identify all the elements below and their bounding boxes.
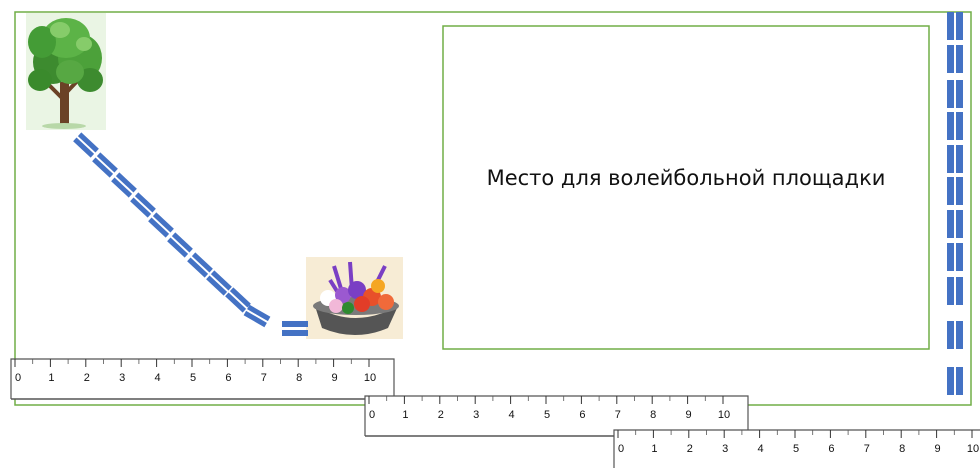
- ruler-tick-label: 3: [119, 372, 125, 384]
- paving-stone: [130, 192, 156, 218]
- paving-stone: [947, 12, 963, 40]
- paving-path: [73, 12, 963, 395]
- ruler-tick-label: 1: [651, 443, 657, 455]
- ruler-tick-label: 6: [579, 409, 585, 421]
- paving-stone: [225, 287, 251, 313]
- ruler-tick-label: 4: [758, 443, 764, 455]
- ruler-tick-label: 0: [369, 409, 375, 421]
- paving-stone: [947, 321, 963, 349]
- ruler-tick-label: 5: [190, 372, 196, 384]
- ruler-tick-label: 8: [296, 372, 302, 384]
- paving-stone: [206, 270, 232, 296]
- ruler-1: 0 1 2 3 4 5 6 7 8 9 10: [10, 358, 395, 400]
- paving-stone: [947, 210, 963, 238]
- ruler-tick-label: 10: [364, 372, 376, 384]
- paving-stone: [947, 243, 963, 271]
- volleyball-court-area: [442, 25, 930, 350]
- paving-stone: [243, 304, 271, 328]
- court-label: Место для волейбольной площадки: [487, 166, 886, 190]
- ruler-tick-label: 3: [473, 409, 479, 421]
- ruler-3: 0 1 2 3 4 5 6 7 8 9 10: [613, 429, 980, 468]
- tree-icon: [26, 13, 106, 130]
- paving-stone: [947, 145, 963, 173]
- ruler-tick-label: 10: [967, 443, 979, 455]
- ruler-tick-label: 10: [718, 409, 730, 421]
- ruler-tick-label: 0: [15, 372, 21, 384]
- paving-stone: [282, 321, 308, 336]
- ruler-tick-label: 0: [618, 443, 624, 455]
- paving-stone: [947, 112, 963, 140]
- ruler-tick-label: 7: [864, 443, 870, 455]
- ruler-tick-label: 5: [544, 409, 550, 421]
- paving-stone: [187, 252, 213, 278]
- paving-stone: [947, 45, 963, 73]
- ruler-tick-label: 7: [261, 372, 267, 384]
- paving-stone: [947, 277, 963, 305]
- ruler-tick-label: 9: [935, 443, 941, 455]
- ruler-tick-label: 2: [687, 443, 693, 455]
- ruler-tick-label: 8: [650, 409, 656, 421]
- ruler-tick-label: 4: [509, 409, 515, 421]
- ruler-tick-label: 5: [793, 443, 799, 455]
- ruler-tick-label: 1: [48, 372, 54, 384]
- paving-stone: [73, 132, 99, 158]
- ruler-tick-label: 6: [225, 372, 231, 384]
- ruler-tick-label: 1: [402, 409, 408, 421]
- paving-stone: [167, 232, 193, 258]
- ruler-tick-label: 2: [438, 409, 444, 421]
- paving-stone: [947, 177, 963, 205]
- ruler-tick-label: 8: [899, 443, 905, 455]
- ruler-tick-label: 4: [155, 372, 161, 384]
- paving-stone: [947, 80, 963, 108]
- paving-stone: [148, 212, 174, 238]
- paving-stone: [947, 367, 963, 395]
- rulers: 0 1 2 3 4 5 6 7 8 9 10 0 1 2 3 4 5 6 7 8 9 10 0 1 2 3 4 5 6 7 8 9 10: [10, 358, 980, 468]
- ruler-tick-label: 3: [722, 443, 728, 455]
- ruler-tick-label: 7: [615, 409, 621, 421]
- flower-pot-icon: [306, 257, 403, 339]
- paving-stone: [92, 152, 118, 178]
- ruler-tick-label: 6: [828, 443, 834, 455]
- ruler-tick-label: 9: [686, 409, 692, 421]
- ruler-tick-label: 9: [332, 372, 338, 384]
- paving-stone: [111, 172, 137, 198]
- ruler-tick-label: 2: [84, 372, 90, 384]
